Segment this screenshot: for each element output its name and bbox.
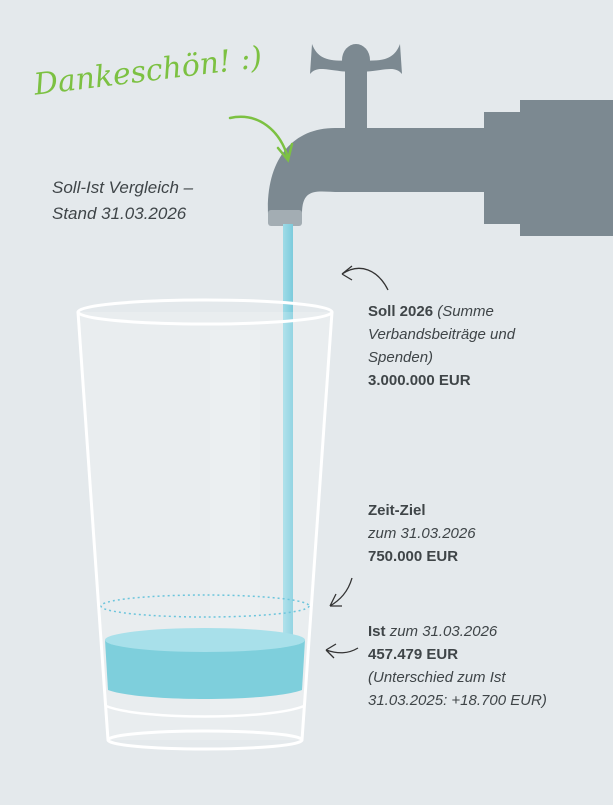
soll-label: Soll 2026	[368, 303, 433, 320]
arrow-soll	[342, 266, 388, 290]
green-arrow	[230, 117, 292, 160]
faucet-spout	[268, 210, 302, 226]
body: Dankeschön! :) Soll-Ist Vergleich – Stan…	[0, 0, 613, 805]
faucet-pipe	[268, 128, 486, 214]
soll-block: Soll 2026 (Summe Verbandsbeiträge und Sp…	[368, 300, 528, 392]
soll-amount: 3.000.000 EUR	[368, 369, 528, 392]
ist-amount: 457.479 EUR	[368, 643, 548, 666]
faucet-connector	[484, 112, 524, 224]
subtitle-line: Stand 31.03.2026	[52, 201, 193, 227]
water-surface	[105, 628, 305, 652]
ziel-block: Zeit-Ziel zum 31.03.2026 750.000 EUR	[368, 499, 568, 568]
ist-date: zum 31.03.2026	[390, 623, 498, 640]
ist-note: (Unterschied zum Ist 31.03.2025: +18.700…	[368, 666, 548, 712]
ziel-amount: 750.000 EUR	[368, 545, 568, 568]
ist-block: Ist zum 31.03.2026 457.479 EUR (Untersch…	[368, 620, 548, 712]
ziel-date: zum 31.03.2026	[368, 522, 568, 545]
arrow-ziel	[330, 578, 352, 606]
ist-label: Ist	[368, 623, 386, 640]
faucet-body	[520, 100, 613, 236]
subtitle: Soll-Ist Vergleich – Stand 31.03.2026	[52, 175, 193, 227]
arrow-ist	[326, 644, 358, 658]
handle-knob	[342, 44, 370, 76]
ziel-label: Zeit-Ziel	[368, 499, 568, 522]
subtitle-line: Soll-Ist Vergleich –	[52, 175, 193, 201]
page: {"handwriting": "Dankeschön! :)", "subti…	[0, 0, 613, 805]
